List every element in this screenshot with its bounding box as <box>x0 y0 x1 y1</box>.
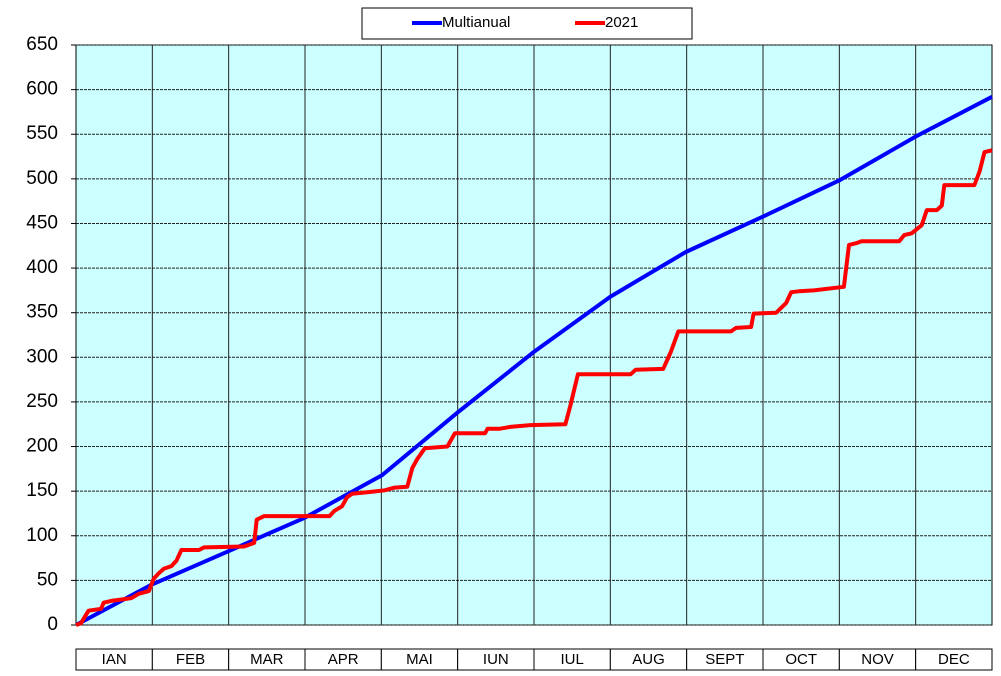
y-tick-label: 600 <box>26 79 58 100</box>
y-tick-label: 650 <box>26 34 58 55</box>
y-tick-label: 100 <box>26 525 58 546</box>
y-tick-label: 200 <box>26 436 58 457</box>
y-tick-label: 550 <box>26 123 58 144</box>
y-tick-label: 500 <box>26 168 58 189</box>
x-tick-label: DEC <box>938 651 970 668</box>
y-tick-label: 350 <box>26 302 58 323</box>
month-cell <box>915 648 993 671</box>
x-tick-label: SEPT <box>705 651 744 668</box>
x-tick-label: MAI <box>406 651 433 668</box>
legend-label: 2021 <box>605 14 638 31</box>
x-tick-label: AUG <box>632 651 665 668</box>
series-line <box>75 148 993 627</box>
x-tick-label: FEB <box>176 651 205 668</box>
x-tick-label: NOV <box>861 651 894 668</box>
x-tick-label: IUL <box>560 651 583 668</box>
y-tick-label: 50 <box>37 569 58 590</box>
y-tick-label: 400 <box>26 257 58 278</box>
y-tick-label: 0 <box>47 614 58 635</box>
legend-label: Multianual <box>442 14 510 31</box>
series-line <box>75 95 993 627</box>
y-tick-label: 300 <box>26 346 58 367</box>
x-tick-label: MAR <box>250 651 284 668</box>
y-tick-label: 150 <box>26 480 58 501</box>
x-tick-label: APR <box>328 651 359 668</box>
x-tick-label: IAN <box>102 651 127 668</box>
x-tick-label: IUN <box>483 651 509 668</box>
legend <box>361 7 693 40</box>
x-tick-label: OCT <box>785 651 817 668</box>
y-tick-label: 250 <box>26 391 58 412</box>
y-tick-label: 450 <box>26 212 58 233</box>
